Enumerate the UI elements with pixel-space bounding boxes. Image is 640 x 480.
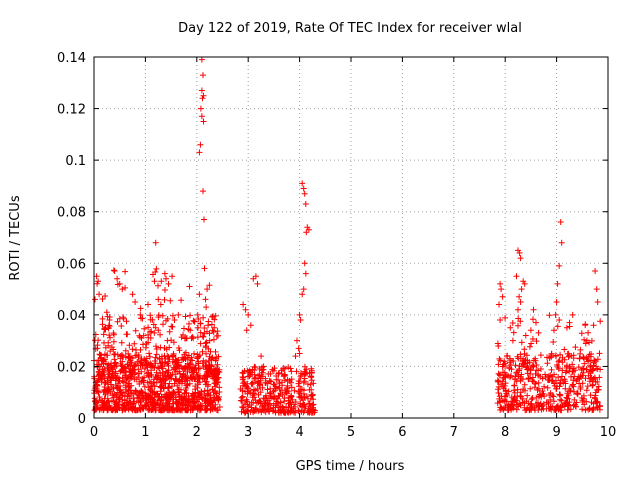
x-tick-label: 5 <box>347 425 355 440</box>
y-tick-label: 0.02 <box>57 360 86 375</box>
axis-ticks <box>93 56 609 419</box>
y-tick-label: 0.04 <box>57 309 86 324</box>
x-tick-label: 6 <box>398 425 406 440</box>
y-tick-label: 0.14 <box>57 51 86 66</box>
scatter-markers <box>91 56 604 416</box>
chart-title: Day 122 of 2019, Rate Of TEC Index for r… <box>178 21 522 36</box>
y-tick-label: 0.1 <box>65 154 86 169</box>
x-axis-label: GPS time / hours <box>296 459 405 474</box>
x-tick-label: 3 <box>244 425 252 440</box>
x-tick-label: 0 <box>90 425 98 440</box>
grid-lines <box>94 57 608 418</box>
x-tick-label: 9 <box>552 425 560 440</box>
y-tick-label: 0 <box>78 412 86 427</box>
y-tick-labels: 0 0.02 0.04 0.06 0.08 0.1 0.12 0.14 <box>57 51 86 427</box>
x-tick-labels: 0 1 2 3 4 5 6 7 8 9 10 <box>90 425 616 440</box>
x-tick-label: 7 <box>450 425 458 440</box>
x-tick-label: 1 <box>141 425 149 440</box>
y-tick-label: 0.06 <box>57 257 86 272</box>
x-tick-label: 8 <box>501 425 509 440</box>
y-axis-label: ROTI / TECUs <box>8 195 23 280</box>
x-tick-label: 2 <box>193 425 201 440</box>
y-tick-label: 0.12 <box>57 103 86 118</box>
data-points <box>91 56 604 416</box>
x-tick-label: 10 <box>600 425 617 440</box>
y-tick-label: 0.08 <box>57 206 86 221</box>
x-tick-label: 4 <box>295 425 303 440</box>
